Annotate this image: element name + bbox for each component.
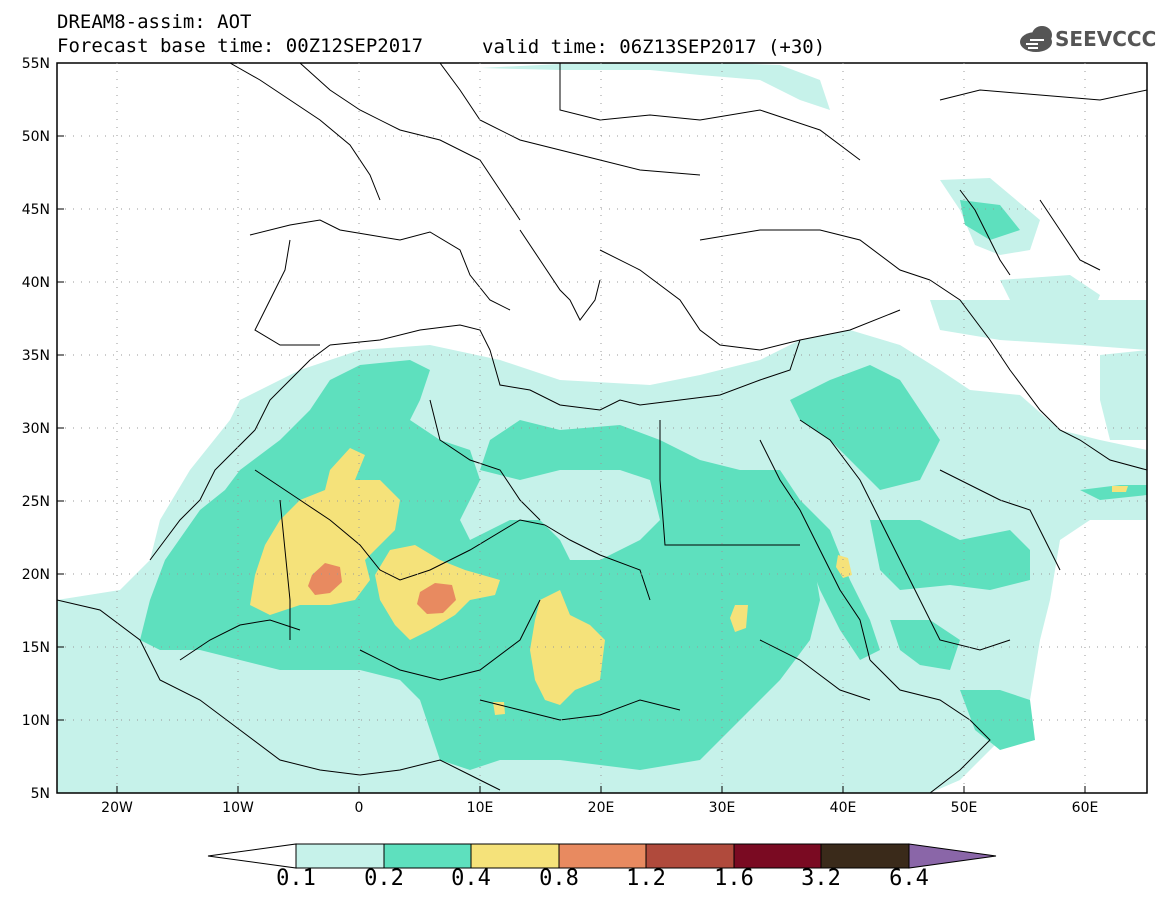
colorbar-label: 0.8 bbox=[539, 866, 579, 891]
colorbar-low-arrow bbox=[207, 843, 297, 869]
lon-label: 20E bbox=[588, 800, 615, 816]
lat-label: 20N bbox=[22, 567, 50, 583]
colorbar-swatch bbox=[820, 843, 910, 869]
cloud-icon bbox=[1020, 26, 1052, 52]
lat-label: 30N bbox=[22, 421, 50, 437]
colorbar-swatch bbox=[470, 843, 560, 869]
colorbar-label: 0.2 bbox=[364, 866, 404, 891]
lon-label: 20W bbox=[101, 800, 133, 816]
colorbar-swatch bbox=[733, 843, 822, 869]
colorbar-label: 6.4 bbox=[889, 866, 929, 891]
aot-band-0.8 bbox=[308, 563, 456, 614]
lat-label: 55N bbox=[22, 56, 50, 72]
latitude-labels: 55N 50N 45N 40N 35N 30N 25N 20N 15N 10N … bbox=[22, 56, 50, 802]
lat-label: 45N bbox=[22, 202, 50, 218]
colorbar-label: 3.2 bbox=[801, 866, 841, 891]
lat-label: 25N bbox=[22, 494, 50, 510]
lon-label: 10W bbox=[222, 800, 254, 816]
axis-ticks bbox=[57, 62, 1086, 794]
colorbar-label: 0.4 bbox=[451, 866, 491, 891]
colorbar bbox=[207, 843, 997, 869]
lat-label: 15N bbox=[22, 640, 50, 656]
lat-label: 10N bbox=[22, 713, 50, 729]
lon-label: 50E bbox=[951, 800, 978, 816]
lon-label: 30E bbox=[709, 800, 736, 816]
colorbar-label: 0.1 bbox=[276, 866, 316, 891]
forecast-base-time: Forecast base time: 00Z12SEP2017 bbox=[57, 35, 424, 57]
lon-label: 0 bbox=[355, 800, 364, 816]
lat-label: 50N bbox=[22, 129, 50, 145]
graticule bbox=[57, 63, 1147, 793]
longitude-labels: 20W 10W 0 10E 20E 30E 40E 50E 60E bbox=[101, 800, 1098, 816]
coastlines bbox=[57, 63, 1147, 793]
lon-label: 40E bbox=[830, 800, 857, 816]
map-title: DREAM8-assim: AOT bbox=[57, 11, 252, 33]
lat-label: 35N bbox=[22, 348, 50, 364]
colorbar-swatch bbox=[295, 843, 385, 869]
colorbar-label: 1.2 bbox=[626, 866, 666, 891]
valid-time: valid time: 06Z13SEP2017 (+30) bbox=[482, 36, 826, 58]
lon-label: 10E bbox=[467, 800, 494, 816]
lat-label: 40N bbox=[22, 275, 50, 291]
colorbar-swatch bbox=[558, 843, 647, 869]
lon-label: 60E bbox=[1072, 800, 1099, 816]
lat-label: 5N bbox=[31, 786, 50, 802]
logo-text: SEEVCCC bbox=[1055, 27, 1157, 51]
colorbar-high-arrow bbox=[908, 843, 997, 869]
colorbar-label: 1.6 bbox=[714, 866, 754, 891]
colorbar-swatch bbox=[645, 843, 735, 869]
colorbar-swatch bbox=[383, 843, 472, 869]
